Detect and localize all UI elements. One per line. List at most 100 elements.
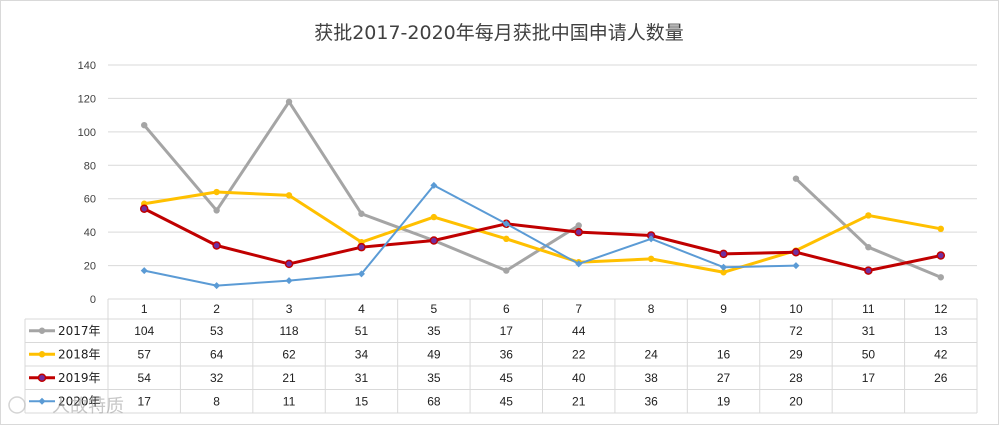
- data-label: 16: [717, 347, 731, 361]
- data-point: [792, 262, 800, 270]
- y-tick-label: 100: [78, 127, 96, 139]
- data-point: [430, 181, 438, 189]
- data-point: [720, 269, 727, 276]
- data-label: 68: [427, 394, 441, 408]
- data-point: [429, 236, 439, 245]
- data-label: 36: [500, 347, 514, 361]
- y-axis-ticks: 0 20 40 60 80 100 120 140: [78, 60, 96, 306]
- data-label: 40: [572, 371, 586, 385]
- series-2017年: [141, 98, 944, 281]
- legend-label: 2019年: [58, 371, 101, 385]
- x-tick-label: 4: [358, 302, 365, 316]
- y-tick-label: 20: [84, 261, 96, 273]
- x-tick-label: 9: [720, 302, 727, 316]
- data-point: [792, 175, 800, 182]
- legend-key-marker: [38, 351, 46, 358]
- data-point: [502, 220, 510, 228]
- data-label: 64: [210, 347, 224, 361]
- y-tick-label: 80: [84, 160, 96, 172]
- data-point: [574, 227, 583, 237]
- data-label: 35: [427, 371, 441, 385]
- watermark-text: 人故特质: [52, 396, 124, 417]
- data-label: 57: [138, 347, 152, 361]
- legend-key-marker: [37, 373, 47, 382]
- data-point: [575, 260, 583, 268]
- data-label: 26: [934, 371, 948, 385]
- legend-label: 2018年: [58, 347, 101, 361]
- data-label: 51: [355, 324, 369, 338]
- series-2020年: [140, 181, 800, 290]
- data-point: [285, 98, 293, 105]
- y-tick-label: 0: [90, 294, 96, 306]
- data-label: 20: [789, 394, 803, 408]
- data-point: [575, 222, 582, 229]
- data-label: 31: [862, 324, 876, 338]
- data-label: 45: [500, 394, 514, 408]
- data-point: [141, 121, 148, 129]
- data-label: 35: [427, 324, 441, 338]
- data-label: 118: [279, 324, 298, 338]
- data-point: [213, 188, 220, 196]
- data-label: 45: [500, 371, 514, 385]
- data-label: 28: [789, 371, 803, 385]
- data-point: [937, 225, 944, 232]
- data-point: [720, 263, 728, 271]
- y-tick-label: 60: [84, 194, 96, 206]
- data-label: 17: [500, 324, 514, 338]
- series-group: [139, 98, 946, 290]
- data-label: 29: [789, 347, 803, 361]
- data-label: 62: [282, 347, 296, 361]
- data-point: [647, 255, 655, 263]
- data-point: [285, 192, 293, 199]
- data-label: 27: [717, 371, 731, 385]
- data-point: [937, 274, 944, 281]
- data-label: 22: [572, 347, 586, 361]
- data-label: 50: [862, 347, 876, 361]
- x-tick-label: 3: [286, 302, 293, 316]
- x-tick-label: 10: [789, 302, 803, 316]
- data-point: [357, 242, 366, 252]
- x-tick-label: 12: [934, 302, 948, 316]
- data-label: 21: [572, 394, 586, 408]
- data-point: [647, 235, 655, 243]
- data-label: 31: [355, 371, 369, 385]
- data-point: [285, 277, 293, 285]
- data-point: [140, 267, 148, 275]
- data-label: 38: [644, 371, 658, 385]
- data-label: 42: [934, 347, 948, 361]
- watermark-logo-icon: [8, 396, 26, 414]
- data-label: 13: [934, 324, 948, 338]
- data-point: [213, 282, 221, 290]
- data-label: 104: [134, 324, 154, 338]
- data-label: 19: [717, 394, 731, 408]
- legend-key-marker: [38, 327, 46, 334]
- y-tick-label: 40: [84, 227, 96, 239]
- data-label: 15: [355, 394, 369, 408]
- y-tick-label: 140: [78, 60, 96, 72]
- data-point: [865, 243, 872, 251]
- data-point: [719, 249, 728, 259]
- data-label: 36: [644, 394, 658, 408]
- data-label: 49: [427, 347, 441, 361]
- data-point: [430, 213, 438, 221]
- data-label: 44: [572, 324, 586, 338]
- data-point: [503, 235, 510, 243]
- data-label: 11: [283, 394, 296, 408]
- data-label: 53: [210, 324, 224, 338]
- data-point: [284, 259, 294, 269]
- series-line: [143, 184, 797, 287]
- x-tick-label: 11: [862, 302, 875, 316]
- x-tick-label: 5: [431, 302, 438, 316]
- data-point: [864, 266, 873, 275]
- legend-label: 2020年: [58, 394, 101, 408]
- data-point: [212, 241, 221, 250]
- y-tick-label: 120: [78, 93, 96, 105]
- legend-label: 2017年: [58, 324, 101, 338]
- data-label: 8: [213, 394, 220, 408]
- data-point: [139, 204, 149, 213]
- legend-key-marker: [38, 397, 46, 405]
- series-line: [142, 207, 943, 273]
- data-label: 17: [862, 371, 876, 385]
